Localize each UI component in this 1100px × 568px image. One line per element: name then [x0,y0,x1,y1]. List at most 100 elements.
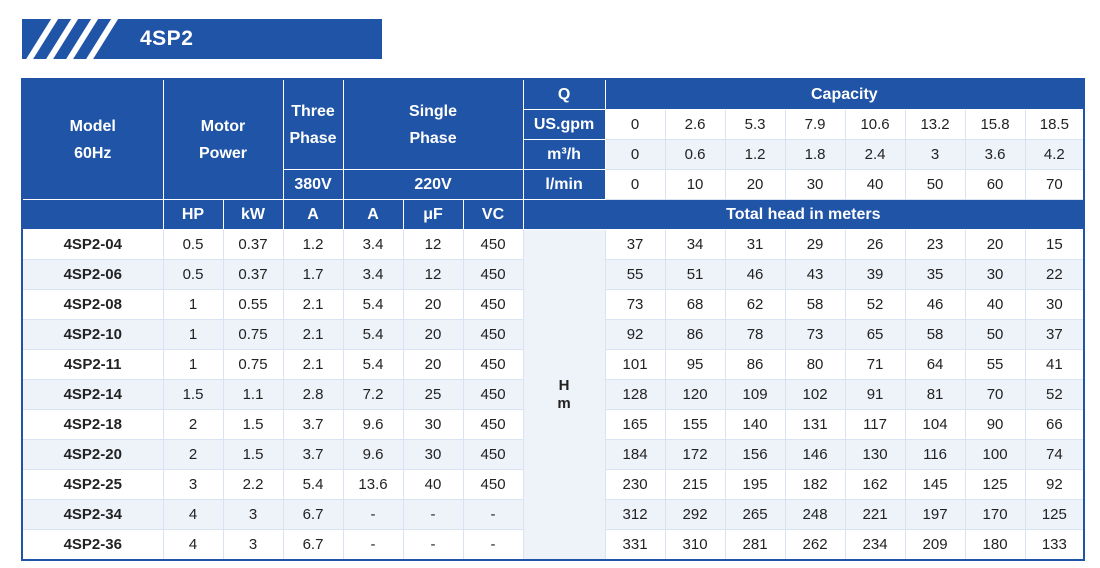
head-cell: 51 [664,259,726,290]
head-cell: 37 [604,229,666,260]
head-cell: 35 [904,259,966,290]
capacity-cell: 2.6 [664,109,726,140]
capacity-cell: 30 [784,169,846,200]
head-cell: 74 [1024,439,1085,470]
table-row: 4SP2-06 0.5 0.37 1.7 3.4 12 450 55 51 46 43 39 35 30 2… [21,259,1085,290]
model-cell: 4SP2-25 [21,469,164,500]
head-cell: 109 [724,379,786,410]
head-cell: 70 [964,379,1026,410]
head-cell: 265 [724,499,786,530]
capacity-cell: 2.4 [844,139,906,170]
head-cell: 234 [844,529,906,561]
capacitor-vc-cell: 450 [462,289,524,320]
kw-cell: 0.75 [222,319,284,350]
capacitor-vc-cell: 450 [462,259,524,290]
kw-cell: 0.37 [222,229,284,260]
head-cell: 104 [904,409,966,440]
head-cell: 195 [724,469,786,500]
three-phase-amp-cell: 3.7 [282,409,344,440]
capacitor-vc-cell: - [462,499,524,530]
capacity-cell: 7.9 [784,109,846,140]
three-phase-header: Three Phase [282,78,344,170]
capacitor-uf-cell: 40 [402,469,464,500]
capacitor-uf-cell: 20 [402,289,464,320]
head-cell: 30 [1024,289,1085,320]
head-cell: 26 [844,229,906,260]
capacitor-vc-cell: 450 [462,349,524,380]
head-cell: 130 [844,439,906,470]
capacity-cell: 0 [604,139,666,170]
head-cell: 62 [724,289,786,320]
head-cell: 162 [844,469,906,500]
capacity-cell: 1.8 [784,139,846,170]
table-row: 4SP2-14 1.5 1.1 2.8 7.2 25 450 128 120 109 102 91 81… [21,379,1085,410]
kw-cell: 2.2 [222,469,284,500]
single-phase-amp-cell: 7.2 [342,379,404,410]
head-cell: 95 [664,349,726,380]
capacitor-vc-cell: 450 [462,379,524,410]
hp-cell: 1 [162,319,224,350]
single-phase-amp-cell: 5.4 [342,289,404,320]
capacity-cell: 60 [964,169,1026,200]
head-cell: 102 [784,379,846,410]
table-row: 4SP2-11 1 0.75 2.1 5.4 20 450 101 95 86 80 71 64 55 41 [21,349,1085,380]
voltage-380v: 380V [282,169,344,200]
head-cell: 165 [604,409,666,440]
single-phase-amp-header: A [342,199,404,230]
model-cell: 4SP2-04 [21,229,164,260]
hp-cell: 0.5 [162,259,224,290]
spec-table: Model 60Hz Motor Power Three Phase Singl… [21,78,1086,561]
capacity-cell: 3 [904,139,966,170]
kw-header: kW [222,199,284,230]
single-phase-amp-cell: 5.4 [342,319,404,350]
head-cell: 172 [664,439,726,470]
kw-cell: 1.5 [222,409,284,440]
single-phase-header: Single Phase [342,78,524,170]
head-cell: 146 [784,439,846,470]
head-cell: 40 [964,289,1026,320]
head-cell: 43 [784,259,846,290]
capacitor-vc-header: VC [462,199,524,230]
head-cell: 73 [784,319,846,350]
model-cell: 4SP2-06 [21,259,164,290]
model-cell: 4SP2-08 [21,289,164,320]
head-cell: 58 [904,319,966,350]
head-cell: 92 [1024,469,1085,500]
table-row: 4SP2-36 4 3 6.7- - -331 310 281 262 234 209 180 133 [21,529,1085,561]
head-cell: 68 [664,289,726,320]
head-cell: 140 [724,409,786,440]
capacity-cell: 50 [904,169,966,200]
hp-cell: 2 [162,409,224,440]
hp-cell: 0.5 [162,229,224,260]
table-row: 4SP2-18 2 1.5 3.7 9.6 30 450 165 155 140 131 117 104… [21,409,1085,440]
model-cell: 4SP2-20 [21,439,164,470]
head-cell: 15 [1024,229,1085,260]
capacitor-uf-cell: 12 [402,259,464,290]
head-cell: 262 [784,529,846,561]
three-phase-amp-cell: 2.1 [282,349,344,380]
head-cell: 23 [904,229,966,260]
head-cell: 22 [1024,259,1085,290]
voltage-220v: 220V [342,169,524,200]
head-cell: 281 [724,529,786,561]
hp-cell: 3 [162,469,224,500]
head-cell: 55 [604,259,666,290]
head-cell: 209 [904,529,966,561]
capacitor-uf-cell: 20 [402,349,464,380]
head-cell: 180 [964,529,1026,561]
page-title: 4SP2 [140,27,194,50]
capacitor-vc-cell: 450 [462,319,524,350]
capacity-cell: 0.6 [664,139,726,170]
head-cell: 55 [964,349,1026,380]
capacitor-uf-cell: 30 [402,439,464,470]
single-phase-amp-cell: 5.4 [342,349,404,380]
head-cell: 41 [1024,349,1085,380]
head-cell: 65 [844,319,906,350]
head-cell: 86 [724,349,786,380]
head-cell: 170 [964,499,1026,530]
head-cell: 78 [724,319,786,350]
head-cell: 120 [664,379,726,410]
head-cell: 29 [784,229,846,260]
head-cell: 248 [784,499,846,530]
